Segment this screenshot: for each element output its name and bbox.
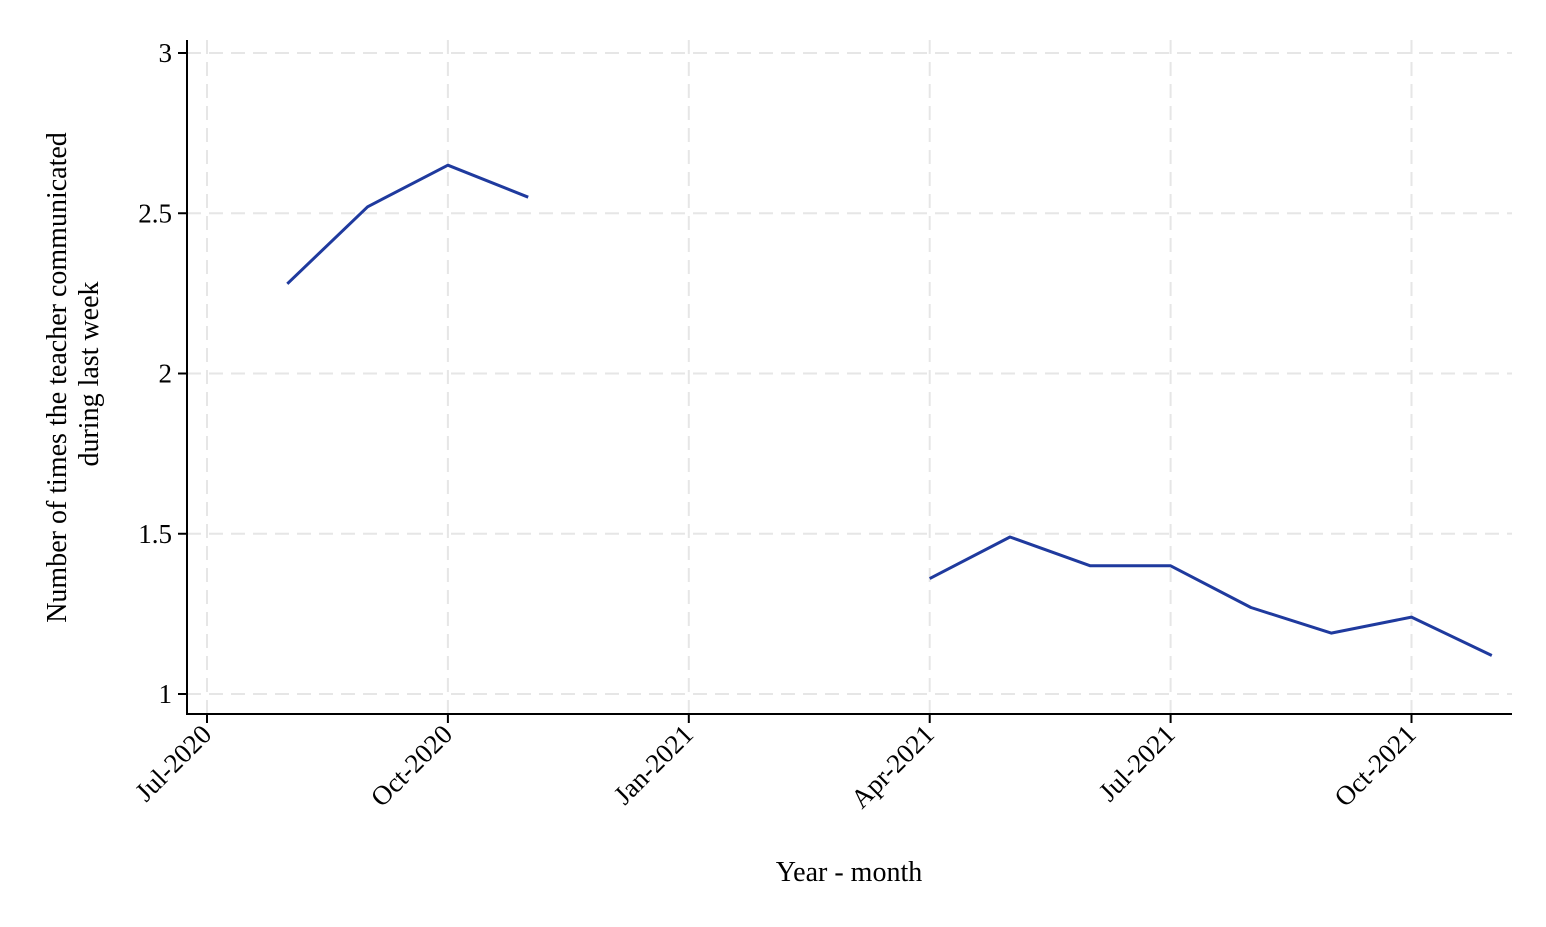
y-tick-label: 1.5 xyxy=(138,519,172,549)
x-tick-label: Apr-2021 xyxy=(845,719,940,814)
axes xyxy=(186,40,1512,715)
x-tick-label: Jan-2021 xyxy=(608,719,699,810)
y-tick-label: 1 xyxy=(159,679,173,709)
x-tick-label: Jul-2020 xyxy=(129,719,217,807)
series xyxy=(286,163,1493,657)
y-tick-label: 3 xyxy=(159,38,173,68)
ticks: 1 1.5 2 2.5 3 Jul-2020 Oct-2020 Jan-2021 Apr-202… xyxy=(129,38,1422,814)
x-tick-label: Jul-2021 xyxy=(1093,719,1181,807)
y-tick-label: 2 xyxy=(159,359,173,389)
series-line-segment xyxy=(286,163,529,285)
y-axis-title-line-1: Number of times the teacher communicated xyxy=(42,132,73,623)
x-tick-label: Oct-2021 xyxy=(1328,719,1421,812)
series-line-segment xyxy=(929,535,1493,657)
y-axis-title: Number of times the teacher communicated… xyxy=(42,125,105,623)
y-axis-title-line-2: during last week xyxy=(74,281,105,466)
x-axis-title: Year - month xyxy=(776,857,922,888)
y-tick-label: 2.5 xyxy=(138,198,172,228)
x-tick-label: Oct-2020 xyxy=(365,719,458,812)
grid xyxy=(187,40,1512,714)
